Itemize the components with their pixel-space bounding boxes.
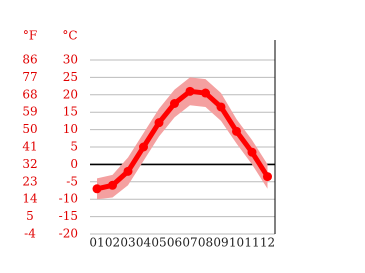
y2-tick-label: 77 xyxy=(22,70,37,84)
y-tick-label: -20 xyxy=(59,227,78,241)
y2-tick-label: 68 xyxy=(22,87,37,101)
point xyxy=(154,118,164,128)
point xyxy=(247,147,257,157)
x-tick-label: 04 xyxy=(136,236,152,250)
point xyxy=(139,142,148,152)
x-tick-label: 06 xyxy=(167,236,182,250)
y-tick-label: 5 xyxy=(70,140,78,154)
y2-tick-label: 50 xyxy=(22,122,37,136)
y-tick-label: 20 xyxy=(63,87,78,101)
y-tick-label: 0 xyxy=(70,157,78,171)
y-tick-label: -15 xyxy=(59,209,78,223)
x-tick-label: 11 xyxy=(244,236,259,250)
y2-axis-label: °F xyxy=(23,29,37,43)
point xyxy=(263,172,272,182)
point xyxy=(108,180,117,190)
y-axis-label: °C xyxy=(62,29,77,43)
y-tick-label: 30 xyxy=(63,53,78,67)
y2-tick-label: 14 xyxy=(22,192,38,206)
point xyxy=(123,166,133,176)
y2-tick-label: 5 xyxy=(26,209,34,223)
x-tick-label: 07 xyxy=(182,236,197,250)
point xyxy=(232,126,241,136)
x-tick-label: 12 xyxy=(260,236,275,250)
x-tick-label: 08 xyxy=(198,236,213,250)
y2-tick-label: 59 xyxy=(22,105,37,119)
y2-tick-label: 41 xyxy=(22,140,37,154)
y2-tick-label: -4 xyxy=(24,227,36,241)
x-tick-label: 09 xyxy=(213,236,228,250)
y-tick-label: 25 xyxy=(63,70,78,84)
x-tick-label: 01 xyxy=(89,236,104,250)
point xyxy=(185,86,195,96)
point xyxy=(201,88,210,98)
y-tick-label: -10 xyxy=(59,192,78,206)
x-tick-label: 02 xyxy=(105,236,120,250)
point xyxy=(216,102,226,112)
x-tick-label: 03 xyxy=(120,236,135,250)
x-tick-label: 05 xyxy=(151,236,166,250)
point xyxy=(92,184,102,194)
y-tick-label: 15 xyxy=(63,105,78,119)
point xyxy=(170,99,179,108)
y-tick-label: 10 xyxy=(63,122,78,136)
y2-tick-label: 86 xyxy=(22,53,37,67)
y2-tick-label: 23 xyxy=(22,174,37,188)
y-tick-label: -5 xyxy=(66,174,78,188)
x-tick-label: 10 xyxy=(229,236,244,250)
y2-tick-label: 32 xyxy=(22,157,37,171)
